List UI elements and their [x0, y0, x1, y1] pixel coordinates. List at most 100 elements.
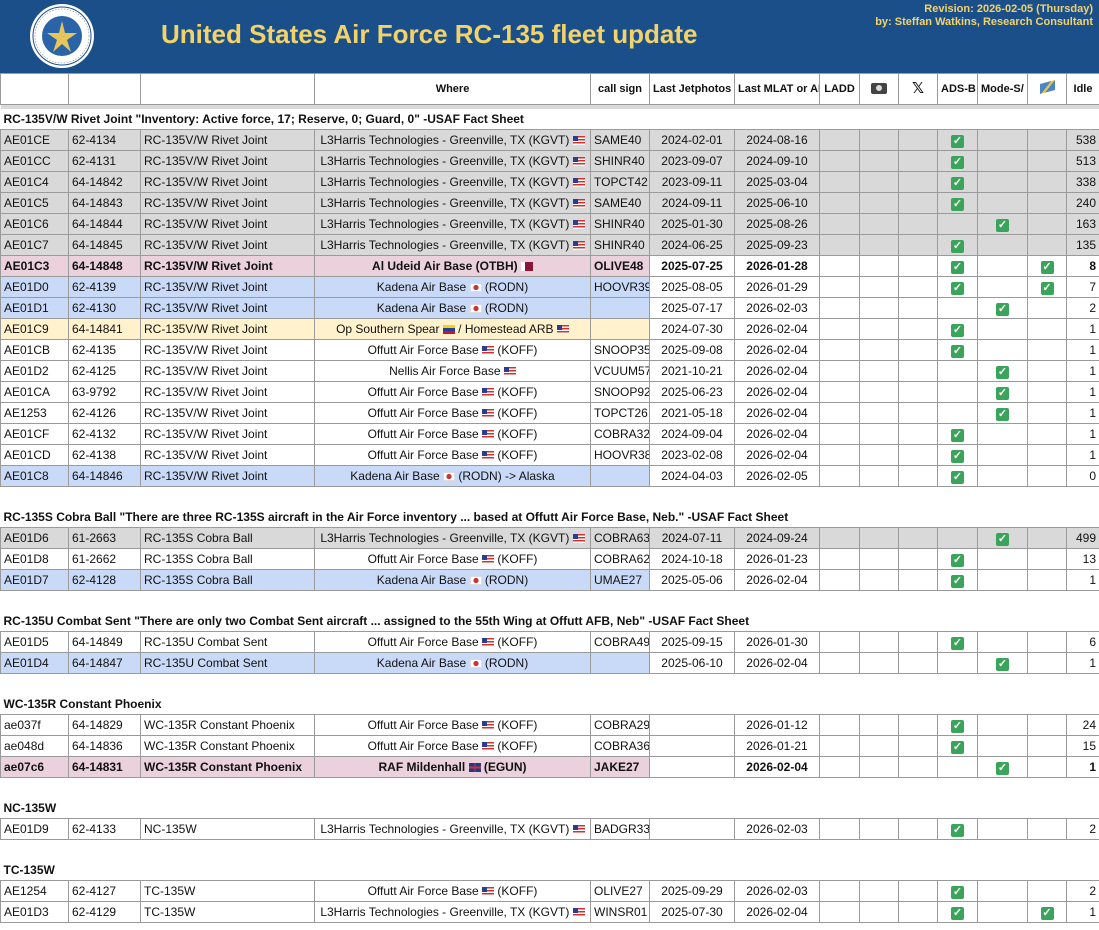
where-suffix: (RODN) [484, 573, 529, 587]
hex-cell: AE01CB [0, 339, 69, 361]
modes-cell [977, 631, 1028, 653]
col-adsb: ADS-B [937, 73, 978, 105]
table-row: AE01CE 62-4134 RC-135V/W Rivet Joint L3Harr… [0, 129, 1099, 151]
ladd-cell [819, 569, 860, 591]
satellite-cell [1027, 297, 1067, 319]
modes-cell [977, 880, 1028, 902]
modes-cell [977, 569, 1028, 591]
mlat-cell: 2026-01-21 [734, 735, 820, 757]
type-cell: NC-135W [140, 818, 315, 840]
callsign-cell: OLIVE48 [590, 255, 650, 277]
where-text: RAF Mildenhall [378, 760, 466, 774]
modes-cell: ✓ [977, 527, 1028, 549]
callsign-cell: JAKE27 [590, 756, 650, 778]
hex-cell: AE01C3 [0, 255, 69, 277]
ladd-cell [819, 339, 860, 361]
table-row: AE01C3 64-14848 RC-135V/W Rivet Joint Al Ud… [0, 255, 1099, 277]
mlat-cell: 2026-01-29 [734, 276, 820, 298]
adsb-cell: ✓ [937, 150, 978, 172]
where-cell: L3Harris Technologies - Greenville, TX (… [314, 901, 591, 923]
camera-cell [859, 318, 899, 340]
camera-cell [859, 129, 899, 151]
idle-cell: 1 [1066, 756, 1099, 778]
x-cell [898, 880, 938, 902]
check-icon: ✓ [996, 407, 1009, 421]
camera-cell [859, 360, 899, 382]
modes-cell [977, 339, 1028, 361]
serial-cell: 61-2662 [68, 548, 141, 570]
check-icon: ✓ [951, 553, 964, 567]
x-cell [898, 465, 938, 487]
satellite-cell [1027, 444, 1067, 466]
serial-cell: 62-4129 [68, 901, 141, 923]
serial-cell: 64-14845 [68, 234, 141, 256]
callsign-cell: WINSR01 [590, 901, 650, 923]
modes-cell: ✓ [977, 360, 1028, 382]
callsign-cell: VCUUM57 [590, 360, 650, 382]
mlat-cell: 2026-02-04 [734, 423, 820, 445]
where-text: Kadena Air Base [376, 280, 467, 294]
serial-cell: 63-9792 [68, 381, 141, 403]
camera-cell [859, 192, 899, 214]
serial-cell: 64-14847 [68, 652, 141, 674]
where-suffix: (KOFF) [497, 635, 538, 649]
where-suffix: (KOFF) [497, 448, 538, 462]
check-icon: ✓ [951, 197, 964, 211]
type-cell: RC-135U Combat Sent [140, 631, 315, 653]
adsb-cell: ✓ [937, 339, 978, 361]
idle-cell: 1 [1066, 901, 1099, 923]
section-gap [0, 590, 1099, 611]
mlat-cell: 2026-02-04 [734, 569, 820, 591]
flag-us-icon [482, 887, 495, 896]
hex-cell: AE01CE [0, 129, 69, 151]
check-icon: ✓ [996, 657, 1009, 671]
where-cell: Offutt Air Force Base (KOFF) [314, 444, 591, 466]
mlat-cell: 2026-02-04 [734, 652, 820, 674]
hex-cell: AE01D2 [0, 360, 69, 382]
check-icon: ✓ [951, 885, 964, 899]
x-cell [898, 548, 938, 570]
hex-cell: AE01CC [0, 150, 69, 172]
type-cell: RC-135V/W Rivet Joint [140, 339, 315, 361]
satellite-cell [1027, 756, 1067, 778]
where-cell: L3Harris Technologies - Greenville, TX (… [314, 192, 591, 214]
idle-cell: 1 [1066, 569, 1099, 591]
flag-us-icon [572, 241, 585, 250]
idle-cell: 1 [1066, 360, 1099, 382]
ladd-cell [819, 465, 860, 487]
x-cell [898, 631, 938, 653]
x-cell [898, 129, 938, 151]
where-text: L3Harris Technologies - Greenville, TX (… [320, 531, 570, 545]
where-cell: L3Harris Technologies - Greenville, TX (… [314, 150, 591, 172]
idle-cell: 1 [1066, 423, 1099, 445]
section-gap [0, 486, 1099, 507]
camera-cell [859, 402, 899, 424]
type-cell: RC-135V/W Rivet Joint [140, 213, 315, 235]
ladd-cell [819, 150, 860, 172]
where-text: Kadena Air Base [376, 573, 467, 587]
flag-jp-icon [469, 304, 482, 313]
satellite-icon [1039, 79, 1055, 95]
hex-cell: AE01CA [0, 381, 69, 403]
where-text: Offutt Air Force Base [367, 448, 479, 462]
type-cell: RC-135V/W Rivet Joint [140, 465, 315, 487]
x-cell [898, 192, 938, 214]
adsb-cell: ✓ [937, 234, 978, 256]
type-cell: RC-135V/W Rivet Joint [140, 444, 315, 466]
section-title: RC-135U Combat Sent "There are only two … [0, 611, 1099, 632]
jetphotos-cell: 2025-09-08 [649, 339, 735, 361]
check-icon: ✓ [951, 574, 964, 588]
flag-us-icon [482, 388, 495, 397]
hex-cell: AE01D3 [0, 901, 69, 923]
mlat-cell: 2026-01-30 [734, 631, 820, 653]
table-row: AE01D8 61-2662 RC-135S Cobra Ball Offutt Ai… [0, 548, 1099, 570]
where-text: L3Harris Technologies - Greenville, TX (… [320, 217, 570, 231]
callsign-cell: COBRA32 [590, 423, 650, 445]
where-suffix: (KOFF) [497, 406, 538, 420]
table-row: ae07c6 64-14831 WC-135R Constant Phoenix RA… [0, 756, 1099, 778]
usaf-seal-icon [30, 4, 94, 68]
where-cell: Offutt Air Force Base (KOFF) [314, 339, 591, 361]
type-cell: RC-135S Cobra Ball [140, 569, 315, 591]
satellite-cell [1027, 880, 1067, 902]
col-hex [0, 73, 69, 105]
